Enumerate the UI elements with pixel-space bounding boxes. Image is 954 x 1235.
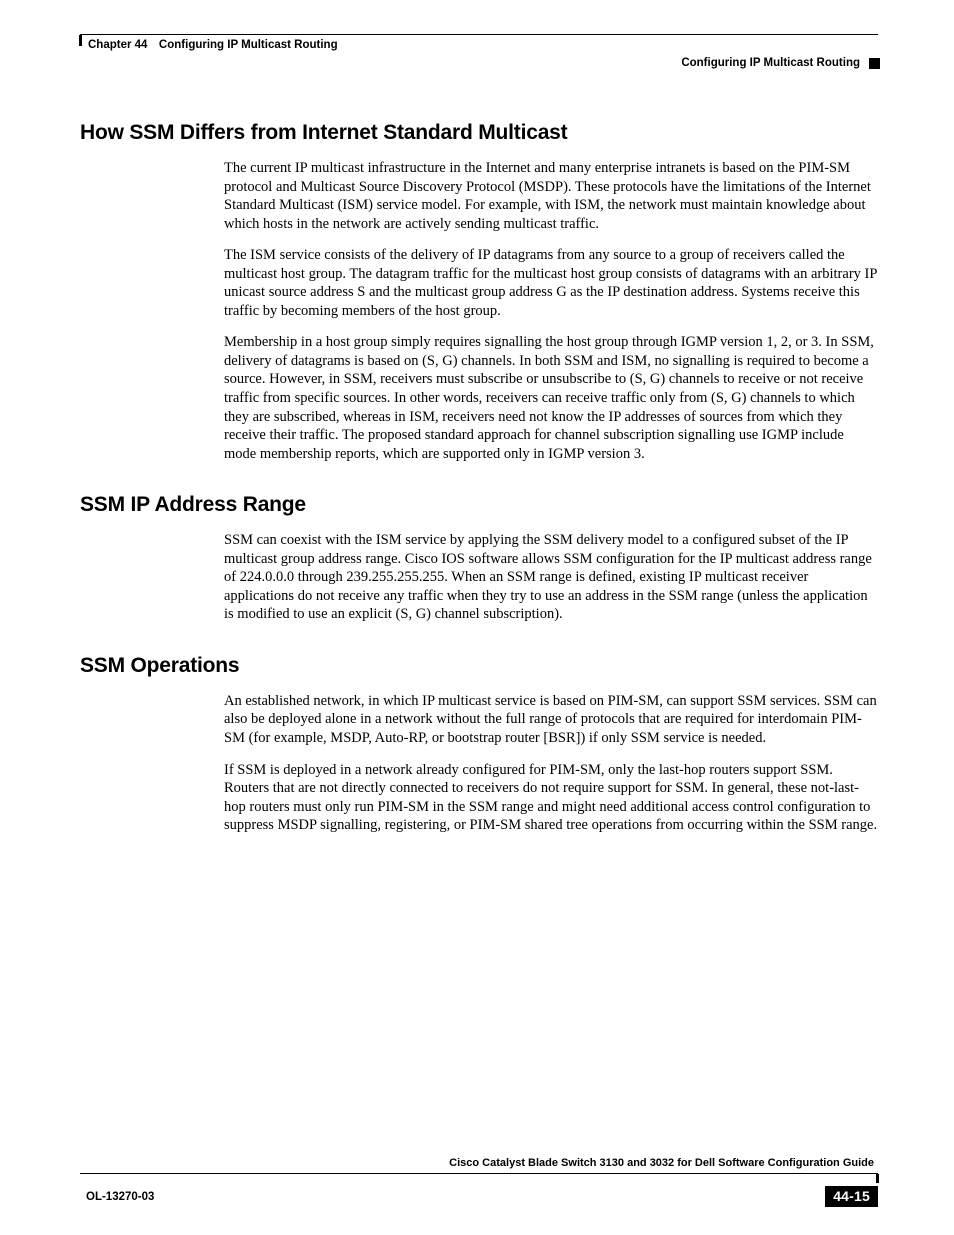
body-ssm-differs: The current IP multicast infrastructure …	[224, 159, 878, 463]
paragraph: Membership in a host group simply requir…	[224, 333, 878, 463]
footer-rule	[80, 1173, 878, 1184]
paragraph: An established network, in which IP mult…	[224, 692, 878, 748]
heading-ssm-operations: SSM Operations	[80, 654, 878, 678]
footer-book-title: Cisco Catalyst Blade Switch 3130 and 303…	[80, 1157, 878, 1169]
running-head-section: Configuring IP Multicast Routing	[80, 57, 878, 69]
running-head-section-text: Configuring IP Multicast Routing	[681, 57, 878, 69]
heading-ssm-differs: How SSM Differs from Internet Standard M…	[80, 121, 878, 145]
body-ssm-operations: An established network, in which IP mult…	[224, 692, 878, 835]
paragraph: The current IP multicast infrastructure …	[224, 159, 878, 233]
paragraph: SSM can coexist with the ISM service by …	[224, 531, 878, 624]
page-number-badge: 44-15	[825, 1186, 878, 1207]
content-area: How SSM Differs from Internet Standard M…	[80, 69, 878, 835]
section-ssm-differs: How SSM Differs from Internet Standard M…	[80, 121, 878, 463]
page: Chapter 44 Configuring IP Multicast Rout…	[0, 0, 954, 1235]
body-ssm-ip-range: SSM can coexist with the ISM service by …	[224, 531, 878, 624]
footer-row: OL-13270-03 44-15	[80, 1186, 878, 1207]
header-rule	[80, 34, 878, 47]
footer-doc-number: OL-13270-03	[86, 1191, 154, 1203]
heading-ssm-ip-range: SSM IP Address Range	[80, 493, 878, 517]
section-ssm-operations: SSM Operations An established network, i…	[80, 654, 878, 835]
footer: Cisco Catalyst Blade Switch 3130 and 303…	[80, 1181, 878, 1207]
paragraph: If SSM is deployed in a network already …	[224, 761, 878, 835]
paragraph: The ISM service consists of the delivery…	[224, 246, 878, 320]
section-ssm-ip-range: SSM IP Address Range SSM can coexist wit…	[80, 493, 878, 624]
